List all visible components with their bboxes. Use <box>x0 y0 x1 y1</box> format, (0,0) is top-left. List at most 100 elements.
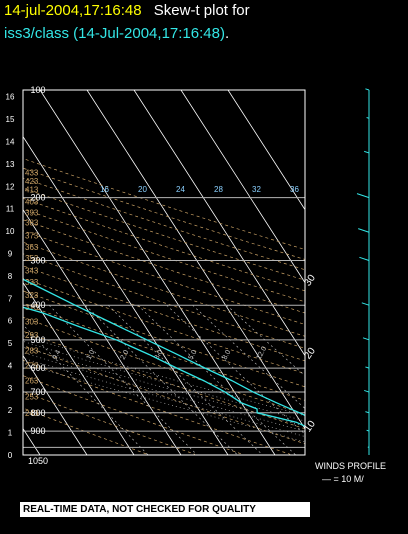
mixing-ratio-line <box>107 304 263 455</box>
pressure-tick-label: 1050 <box>28 456 48 466</box>
moist-adiabat-label: 24 <box>176 185 185 194</box>
moist-adiabat-label: 36 <box>290 185 299 194</box>
temperature-series-line <box>23 278 305 417</box>
pressure-tick-label: 200 <box>30 193 45 203</box>
sounding-profiles <box>23 278 305 427</box>
height-tick-label: 13 <box>6 160 15 169</box>
plot-subtitle-end: . <box>224 25 230 42</box>
wind-barb <box>366 117 370 119</box>
winds-profile-scale: — = 10 M/ <box>322 474 364 484</box>
wind-barb <box>361 302 370 306</box>
mixing-ratio-label: 12.0 <box>256 346 269 361</box>
title-line-1: 14-jul-2004,17:16:48 Skew-t plot for <box>4 2 250 20</box>
moist-adiabat-label: 16 <box>100 185 109 194</box>
pressure-tick-label: 600 <box>30 363 45 373</box>
isotherm-line <box>23 354 88 455</box>
wind-barb <box>358 228 370 233</box>
mixing-ratio-label: 0.4 <box>52 349 63 361</box>
dry-adiabat-line <box>23 167 305 260</box>
height-tick-label: 1 <box>8 429 13 438</box>
dewpoint-series-line <box>23 306 305 427</box>
dry-adiabat-label: 243 <box>25 409 39 418</box>
wind-barb <box>364 150 370 154</box>
isotherm-line <box>133 90 305 357</box>
plot-subtitle: iss3/class (14-Jul-2004,17:16:48) <box>4 25 225 42</box>
isotherm-line <box>39 90 276 455</box>
dry-adiabat-label: 313 <box>25 303 39 312</box>
moist-adiabat-line <box>23 352 305 432</box>
moist-adiabat-line <box>23 341 305 422</box>
wind-barb <box>362 337 370 341</box>
dry-adiabat-label: 423 <box>25 177 39 186</box>
dry-adiabat-line <box>23 407 148 455</box>
height-tick-label: 5 <box>8 339 13 348</box>
dry-adiabat-label: 273 <box>25 362 39 371</box>
wind-barb <box>365 411 370 414</box>
dry-adiabat-line <box>23 187 305 281</box>
height-tick-label: 8 <box>8 272 13 281</box>
moist-adiabat-line <box>23 357 305 437</box>
dry-adiabat-label: 343 <box>25 267 39 276</box>
dry-adiabat-line <box>23 345 305 445</box>
dry-adiabat-label: 253 <box>25 392 39 401</box>
height-tick-label: 10 <box>6 227 15 236</box>
mixing-ratio-line <box>23 324 149 455</box>
dry-adiabat-label: 363 <box>25 243 39 252</box>
pressure-tick-label: 800 <box>30 408 45 418</box>
dry-adiabat-line <box>23 359 291 455</box>
wind-barb <box>359 256 370 262</box>
wind-barb <box>356 193 370 199</box>
dry-adiabat-label: 353 <box>25 254 39 263</box>
height-tick-label: 7 <box>8 294 13 303</box>
plot-frame <box>22 89 306 456</box>
height-tick-label: 0 <box>8 451 13 460</box>
mixing-ratio-line <box>48 304 198 455</box>
isotherm-line <box>23 208 182 455</box>
height-tick-label: 3 <box>8 384 13 393</box>
mixing-ratio-line <box>166 304 305 435</box>
mixing-ratio-line <box>226 304 305 377</box>
isotherm-line <box>227 90 305 211</box>
moist-adiabat-line <box>23 335 305 417</box>
height-tick-label: 9 <box>8 249 13 258</box>
mixing-ratio-label: 5.0 <box>188 349 199 361</box>
height-tick-label: 6 <box>8 317 13 326</box>
mixing-ratio-label: 3.0 <box>154 349 165 361</box>
moist-adiabat-label: 20 <box>138 185 147 194</box>
isotherm-line <box>86 90 305 430</box>
height-tick-label: 16 <box>6 93 15 102</box>
moist-adiabat-label: 32 <box>252 185 261 194</box>
mixing-ratio-label: 1.0 <box>86 349 97 361</box>
mixing-ratio-line <box>85 304 238 455</box>
dry-adiabat-label: 433 <box>25 168 39 177</box>
mixing-ratio-label: 2.0 <box>120 349 131 361</box>
mixing-ratio-label: 8.0 <box>222 349 233 361</box>
background-grid: 243 253 263 273 283 293 303 313 323 333 343 353 363 3… <box>23 90 305 455</box>
wind-barb <box>365 88 370 91</box>
dry-adiabat-line <box>23 330 305 430</box>
mixing-ratio-line <box>192 304 305 409</box>
moist-adiabat-line <box>23 346 305 427</box>
height-tick-label: 2 <box>8 406 13 415</box>
title-line-2: iss3/class (14-Jul-2004,17:16:48). <box>4 25 229 43</box>
moist-adiabat-label: 28 <box>214 185 223 194</box>
dry-adiabat-line <box>23 230 305 325</box>
mixing-ratio-line <box>137 304 297 455</box>
wind-barb <box>366 429 370 432</box>
height-tick-label: 15 <box>6 115 15 124</box>
pressure-tick-label: 900 <box>30 426 45 436</box>
height-tick-label: 14 <box>6 138 15 147</box>
dry-adiabat-label: 413 <box>25 186 39 195</box>
height-tick-label: 12 <box>6 182 15 191</box>
plot-timestamp: 14-jul-2004,17:16:48 <box>4 2 142 19</box>
pressure-tick-label: 500 <box>30 335 45 345</box>
isotherm-line <box>180 90 305 284</box>
dry-adiabat-line <box>23 303 305 401</box>
height-tick-label: 4 <box>8 361 13 370</box>
moist-adiabat-line <box>23 363 305 443</box>
dry-adiabat-label: 403 <box>25 197 39 206</box>
isotherm-line <box>23 281 135 455</box>
dry-adiabat-label: 293 <box>25 331 39 340</box>
dry-adiabat-label: 323 <box>25 291 39 300</box>
